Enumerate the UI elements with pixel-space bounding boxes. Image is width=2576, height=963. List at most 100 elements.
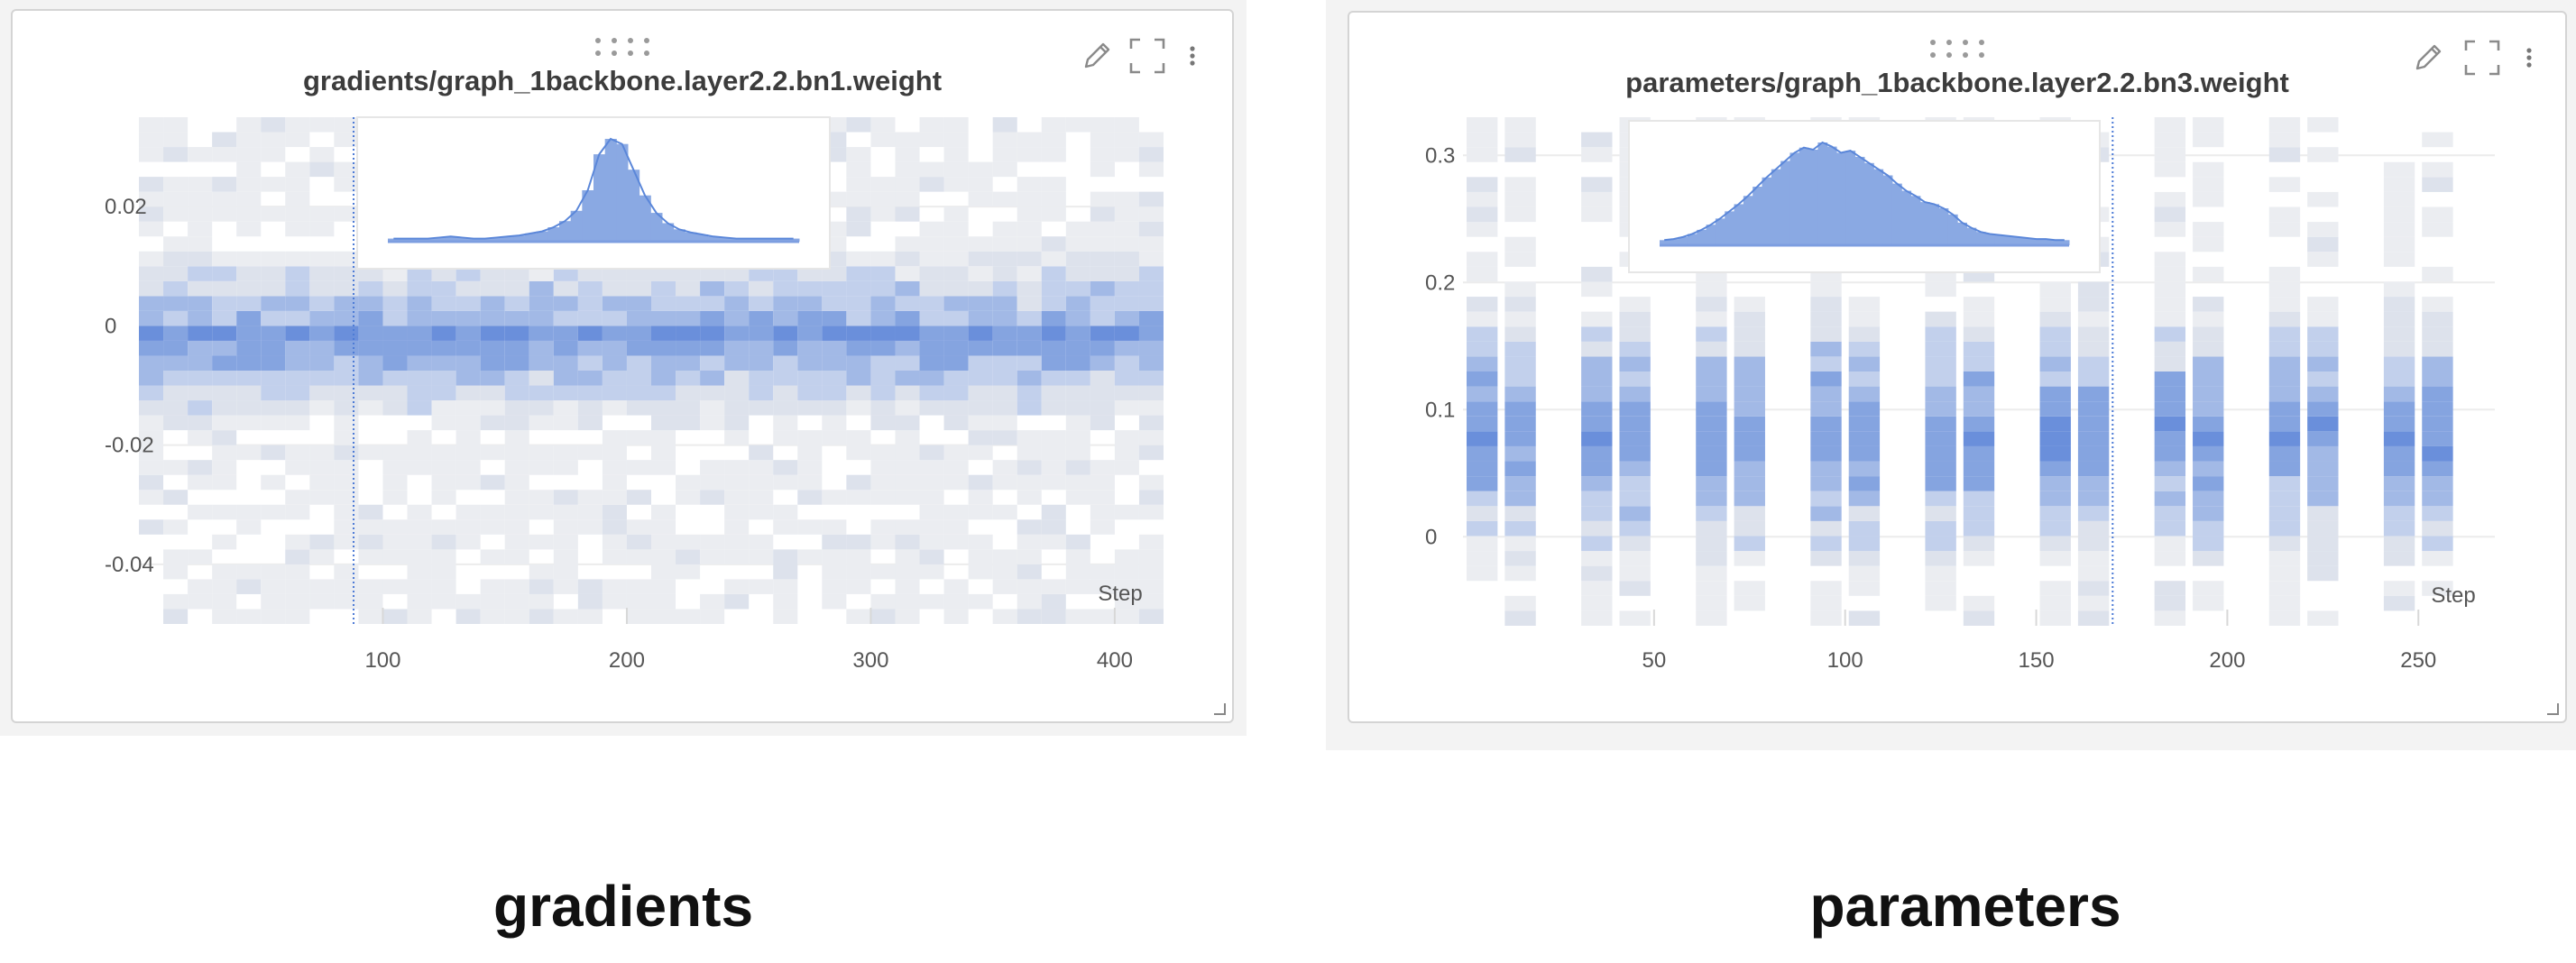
drag-handle-icon[interactable] <box>1928 38 1986 61</box>
heatmap-cell <box>626 430 651 445</box>
heatmap-cell <box>212 400 237 416</box>
heatmap-cell <box>236 266 262 281</box>
heatmap-cell <box>334 519 359 535</box>
heatmap-cell <box>553 400 578 416</box>
heatmap-cell <box>236 206 262 222</box>
heatmap-cell <box>163 355 189 371</box>
heatmap-cell <box>529 385 554 401</box>
heatmap-cell <box>1696 311 1727 327</box>
heatmap-cell <box>2422 326 2453 342</box>
heatmap-cell <box>919 504 944 520</box>
heatmap-cell <box>188 400 213 416</box>
heatmap-cell <box>455 326 481 341</box>
heatmap-cell <box>2077 326 2110 342</box>
heatmap-cell <box>943 132 969 148</box>
heatmap-cell <box>504 504 529 520</box>
heatmap-cell <box>480 371 505 386</box>
heatmap-cell <box>602 355 627 371</box>
heatmap-cell <box>163 415 189 431</box>
heatmap-cell <box>2193 506 2224 521</box>
drag-handle-icon[interactable] <box>593 36 651 60</box>
heatmap-cell <box>992 564 1017 580</box>
resize-handle-icon[interactable] <box>1212 702 1227 716</box>
heatmap-cell <box>1581 431 1613 446</box>
heatmap-cell <box>943 474 969 491</box>
heatmap-cell <box>1504 401 1536 417</box>
heatmap-cell <box>309 385 335 401</box>
heatmap-cell <box>2268 416 2301 432</box>
heatmap-cell <box>455 266 481 281</box>
heatmap-cell <box>602 400 627 416</box>
heatmap-cell <box>529 579 554 594</box>
pencil-icon[interactable] <box>2408 38 2448 78</box>
histogram-bar <box>1891 183 1902 245</box>
more-vertical-icon[interactable] <box>2518 38 2540 78</box>
heatmap-cell <box>2193 416 2224 432</box>
heatmap-cell <box>651 579 676 594</box>
heatmap-cell <box>212 355 237 371</box>
heatmap-cell <box>773 371 798 386</box>
heatmap-cell <box>1734 520 1765 537</box>
heatmap-cell <box>968 549 993 564</box>
heatmap-cell <box>553 385 578 401</box>
heatmap-cell <box>2077 551 2110 566</box>
heatmap-cell <box>651 549 676 564</box>
heatmap-cell <box>285 490 310 505</box>
heatmap-cell <box>212 132 237 148</box>
heatmap-cell <box>2422 445 2453 462</box>
heatmap-cell <box>651 564 676 580</box>
heatmap-cell <box>1090 132 1115 148</box>
pencil-icon[interactable] <box>1077 36 1117 76</box>
heatmap-cell <box>2193 491 2224 507</box>
heatmap-cell <box>236 147 262 162</box>
heatmap-cell <box>1619 461 1651 477</box>
heatmap-cell <box>1696 371 1727 387</box>
heatmap-cell <box>895 593 920 610</box>
heatmap-cell <box>1467 431 1498 446</box>
heatmap-cell <box>2307 386 2339 402</box>
heatmap-cell <box>529 415 554 431</box>
heatmap-cell <box>480 340 505 356</box>
heatmap-cell <box>504 266 529 281</box>
heatmap-cell <box>261 251 286 267</box>
heatmap-cell <box>1925 506 1956 521</box>
heatmap-cell <box>1467 551 1498 566</box>
heatmap-cell <box>943 280 969 297</box>
fullscreen-icon[interactable] <box>2462 38 2502 78</box>
more-vertical-icon[interactable] <box>1182 36 1203 76</box>
heatmap-cell <box>700 355 725 371</box>
heatmap-cell <box>2077 610 2110 626</box>
heatmap-cell <box>2039 506 2071 521</box>
heatmap-cell <box>382 385 408 401</box>
heatmap-cell <box>1504 132 1536 148</box>
heatmap-cell <box>358 504 383 520</box>
histogram-bar <box>547 227 560 242</box>
heatmap-cell <box>724 593 750 610</box>
heatmap-cell <box>602 430 627 445</box>
fullscreen-icon[interactable] <box>1127 36 1167 76</box>
heatmap-cell <box>2193 132 2224 148</box>
heatmap-cell <box>724 519 750 535</box>
heatmap-cell <box>1619 416 1651 432</box>
heatmap-cell <box>1848 401 1881 417</box>
heatmap-cell <box>651 310 676 326</box>
heatmap-cell <box>358 593 383 610</box>
heatmap-cell <box>2039 386 2071 402</box>
heatmap-cell <box>2422 520 2453 537</box>
heatmap-cell <box>1504 431 1536 446</box>
resize-handle-icon[interactable] <box>2545 702 2560 716</box>
heatmap-cell <box>822 371 847 386</box>
heatmap-cell <box>1619 297 1651 312</box>
heatmap-cell <box>1619 311 1651 327</box>
heatmap-cell <box>407 460 432 475</box>
heatmap-cell <box>846 400 871 416</box>
histogram-bar <box>2022 238 2033 245</box>
heatmap-cell <box>1090 236 1115 252</box>
heatmap-cell <box>431 579 456 594</box>
heatmap-cell <box>2422 222 2453 237</box>
heatmap-cell <box>797 355 823 371</box>
heatmap-cell <box>919 132 944 148</box>
heatmap-cell <box>1090 504 1115 520</box>
